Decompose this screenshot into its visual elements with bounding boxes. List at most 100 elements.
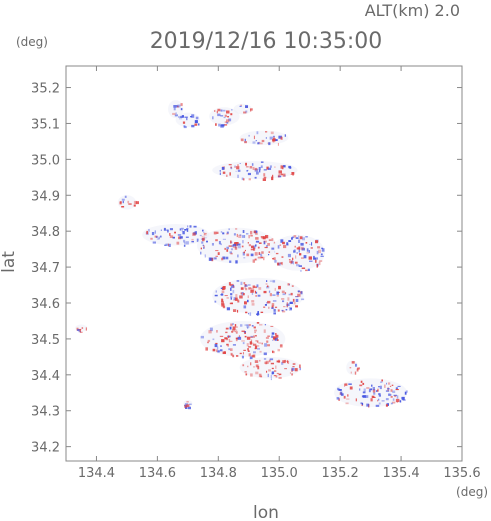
echo-pixel [121,206,125,208]
echo-pixel [230,283,234,287]
echo-pixel [260,256,263,259]
echo-pixel [271,335,274,338]
echo-pixel [221,290,225,294]
echo-pixel [266,286,270,289]
echo-pixel [122,200,124,204]
echo-pixel [306,248,309,252]
echo-pixel [172,112,176,115]
echo-pixel [255,244,257,247]
echo-pixel [180,108,183,111]
echo-pixel [246,324,250,328]
echo-pixel [252,343,257,346]
echo-pixel [80,331,83,333]
echo-pixel [250,290,254,293]
chart-title: 2019/12/16 10:35:00 [150,29,383,54]
echo-pixel [133,204,136,207]
echo-pixel [263,352,267,356]
echo-pixel [297,293,301,297]
echo-pixel [174,114,178,117]
echo-pixel [234,165,236,168]
echo-pixel [378,398,380,401]
echo-pixel [215,255,218,257]
echo-pixel [272,280,276,283]
echo-cluster [239,130,289,146]
echo-pixel [218,123,221,127]
echo-pixel [247,284,251,286]
echo-pixel [379,385,382,390]
echo-pixel [179,228,181,231]
echo-pixel [237,243,241,246]
echo-pixel [263,240,266,245]
echo-pixel [219,349,223,352]
echo-pixel [244,286,247,289]
echo-pixel [299,253,302,256]
echo-pixel [278,376,282,379]
echo-pixel [250,108,252,112]
y-tick-label: 34.8 [31,225,60,240]
echo-pixel [230,287,232,291]
y-tick-label: 34.9 [31,189,60,204]
echo-pixel [362,391,366,394]
echo-pixel [263,176,267,179]
echo-pixel [178,116,180,118]
echo-pixel [288,240,292,242]
echo-pixel [226,297,229,299]
echo-pixel [213,231,217,235]
echo-pixel [244,371,247,373]
echo-pixel [266,370,268,373]
echo-pixel [185,241,189,245]
x-tick-label: 135.6 [443,466,480,481]
echo-pixel [214,294,218,297]
echo-pixel [265,235,269,239]
echo-pixel [391,384,394,386]
echo-pixel [385,398,389,401]
echo-pixel [202,229,204,232]
echo-pixel [282,360,286,364]
y-tick-label: 34.3 [31,405,60,420]
echo-pixel [240,292,243,295]
echo-pixel [271,305,274,309]
echo-pixel [336,397,340,400]
echo-pixel [217,252,220,255]
echo-pixel [285,309,288,311]
echo-pixel [298,249,300,253]
echo-pixel [215,123,217,126]
echo-pixel [259,350,262,353]
echo-pixel [230,293,233,295]
echo-pixel [257,256,261,259]
echo-pixel [272,139,276,142]
echo-pixel [318,249,321,254]
echo-pixel [287,297,290,301]
echo-pixel [305,236,308,238]
echo-pixel [179,236,183,239]
echo-pixel [229,251,232,254]
echo-pixel [387,382,391,385]
echo-pixel [251,245,254,249]
echo-pixel [257,312,259,316]
echo-pixel [272,300,277,302]
echo-pixel [250,248,254,251]
echo-pixel [224,114,227,117]
echo-pixel [248,324,251,326]
echo-pixel [187,225,189,228]
echo-pixel [230,348,233,351]
echo-pixel [393,394,397,396]
echo-pixel [271,371,275,375]
echo-pixel [270,325,274,327]
echo-pixel [230,295,233,299]
echo-pixel [200,247,202,250]
echo-pixel [290,261,292,265]
echo-pixel [284,175,286,177]
echo-area [233,103,252,115]
echo-pixel [303,255,307,259]
echo-pixel [243,349,246,351]
echo-pixel [203,232,207,236]
echo-pixel [220,115,224,117]
echo-pixel [251,325,254,327]
echo-pixel [194,120,198,124]
echo-pixel [343,395,346,399]
echo-pixel [223,286,226,290]
echo-pixel [313,257,317,260]
echo-pixel [226,174,228,177]
echo-pixel [231,285,235,289]
